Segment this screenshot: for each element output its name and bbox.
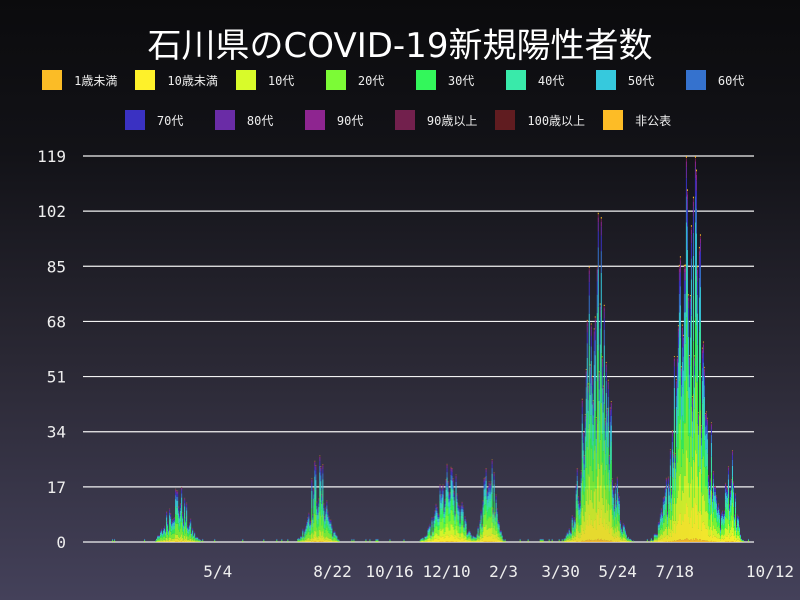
legend-swatch xyxy=(135,70,156,90)
legend-item: 50代 xyxy=(595,70,668,90)
legend-item: 80代 xyxy=(214,110,287,130)
legend-swatch xyxy=(505,70,526,90)
legend-item: 10代 xyxy=(235,70,308,90)
legend-item: 20代 xyxy=(325,70,398,90)
legend-item: 10歳未満 xyxy=(135,70,218,90)
legend-item: 非公表 xyxy=(603,110,675,130)
legend-item: 100歳以上 xyxy=(495,110,585,130)
gridlines xyxy=(83,155,754,543)
legend-swatch xyxy=(42,70,63,90)
legend-label: 非公表 xyxy=(635,113,672,128)
legend-swatch xyxy=(214,110,235,130)
legend-label: 60代 xyxy=(717,73,745,88)
legend-swatch xyxy=(394,110,415,130)
legend-swatch xyxy=(124,110,145,130)
legend-item: 40代 xyxy=(505,70,578,90)
legend-swatch xyxy=(415,70,436,90)
legend-swatch xyxy=(325,70,346,90)
stacked-bars xyxy=(112,156,749,542)
legend-label: 100歳以上 xyxy=(527,113,586,128)
legend-swatch xyxy=(304,110,325,130)
legend-swatch xyxy=(595,70,616,90)
legend-item: 90代 xyxy=(304,110,377,130)
legend-label: 10代 xyxy=(267,73,295,88)
legend-label: 1歳未満 xyxy=(74,73,118,88)
legend-item: 90歳以上 xyxy=(394,110,478,130)
legend-item: 30代 xyxy=(415,70,488,90)
chart-title: 石川県のCOVID-19新規陽性者数 xyxy=(147,26,653,66)
legend-label: 40代 xyxy=(537,73,565,88)
x-axis-ticks: 5/4 8/22 10/16 12/10 2/3 3/30 5/24 7/18 10/12 xyxy=(203,562,794,581)
legend-label: 30代 xyxy=(447,73,475,88)
legend-item: 70代 xyxy=(124,110,197,130)
legend-row-1: 1歳未満 10歳未満 10代 20代 30代 40代 50代 60代 xyxy=(0,70,800,90)
legend-label: 80代 xyxy=(246,113,274,128)
legend-item: 60代 xyxy=(685,70,758,90)
legend-swatch xyxy=(685,70,706,90)
legend-swatch xyxy=(495,110,516,130)
legend-swatch xyxy=(235,70,256,90)
legend-label: 70代 xyxy=(156,113,184,128)
legend-row-2: 70代 80代 90代 90歳以上 100歳以上 非公表 xyxy=(0,110,800,130)
legend-label: 10歳未満 xyxy=(167,73,218,88)
legend-label: 50代 xyxy=(627,73,655,88)
legend-label: 90歳以上 xyxy=(426,113,478,128)
legend-item: 1歳未満 xyxy=(42,70,117,90)
legend-label: 20代 xyxy=(357,73,385,88)
legend-label: 90代 xyxy=(336,113,364,128)
legend-swatch xyxy=(603,110,624,130)
